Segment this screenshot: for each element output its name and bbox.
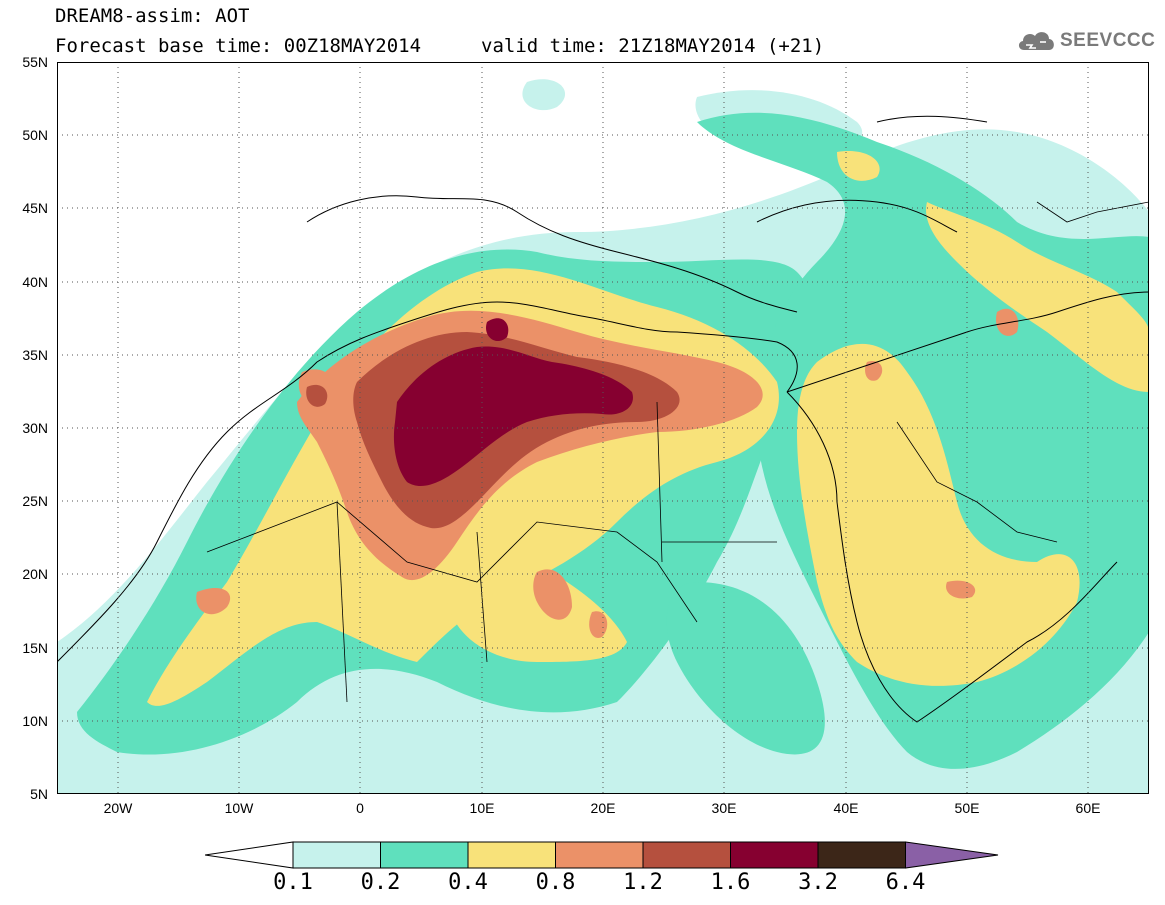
- gridlines: [57, 62, 1149, 794]
- forecast-base-time: Forecast base time: 00Z18MAY2014: [55, 35, 422, 57]
- lat-label: 5N: [30, 786, 48, 802]
- lon-label: 60E: [1075, 800, 1101, 816]
- coastlines: [57, 115, 1149, 723]
- colorbar-swatch: [380, 841, 469, 869]
- colorbar-label: 0.8: [535, 870, 576, 895]
- colorbar-swatch: [292, 841, 381, 869]
- map-title: DREAM8-assim: AOT: [55, 5, 250, 27]
- lat-label: 45N: [22, 200, 48, 216]
- colorbar-label: 0.1: [273, 870, 313, 895]
- colorbar-swatch: [555, 841, 644, 869]
- colorbar-swatch: [905, 841, 999, 869]
- lon-label: 30E: [711, 800, 737, 816]
- lat-label: 15N: [22, 640, 48, 656]
- colorbar-label: 1.6: [710, 870, 751, 895]
- seevccc-logo: SEEVCCC: [1016, 24, 1155, 58]
- lon-label: 10W: [224, 800, 254, 816]
- lon-label: 20W: [103, 800, 133, 816]
- lon-label: 20E: [590, 800, 616, 816]
- colorbar-label: 0.2: [360, 870, 401, 895]
- lat-label: 30N: [22, 420, 48, 436]
- lon-label: 40E: [833, 800, 859, 816]
- lat-label: 55N: [22, 54, 48, 70]
- lat-label: 40N: [22, 274, 48, 290]
- colorbar-swatch: [205, 841, 294, 869]
- colorbar-label: 0.4: [448, 870, 488, 895]
- lon-label: 0: [356, 800, 364, 816]
- lon-label: 50E: [954, 800, 980, 816]
- colorbar-label: 3.2: [798, 870, 838, 895]
- lat-label: 20N: [22, 566, 48, 582]
- logo-text: SEEVCCC: [1060, 30, 1156, 51]
- valid-time: valid time: 21Z18MAY2014 (+21): [481, 35, 825, 57]
- lat-label: 35N: [22, 347, 48, 363]
- colorbar-label: 1.2: [623, 870, 663, 895]
- lat-label: 25N: [22, 493, 48, 509]
- lat-label: 10N: [22, 713, 48, 729]
- lon-label: 10E: [469, 800, 495, 816]
- lat-label: 50N: [22, 127, 48, 143]
- cloud-icon: [1018, 32, 1054, 50]
- colorbar-label: 6.4: [885, 870, 926, 895]
- colorbar-swatch: [467, 841, 556, 869]
- aot-map: [57, 62, 1149, 794]
- colorbar-swatch: [730, 841, 819, 869]
- colorbar-swatch: [817, 841, 906, 869]
- colorbar-swatch: [642, 841, 731, 869]
- colorbar: [205, 841, 999, 869]
- map-border: [57, 62, 1149, 794]
- aot-band-1.6: [393, 318, 633, 487]
